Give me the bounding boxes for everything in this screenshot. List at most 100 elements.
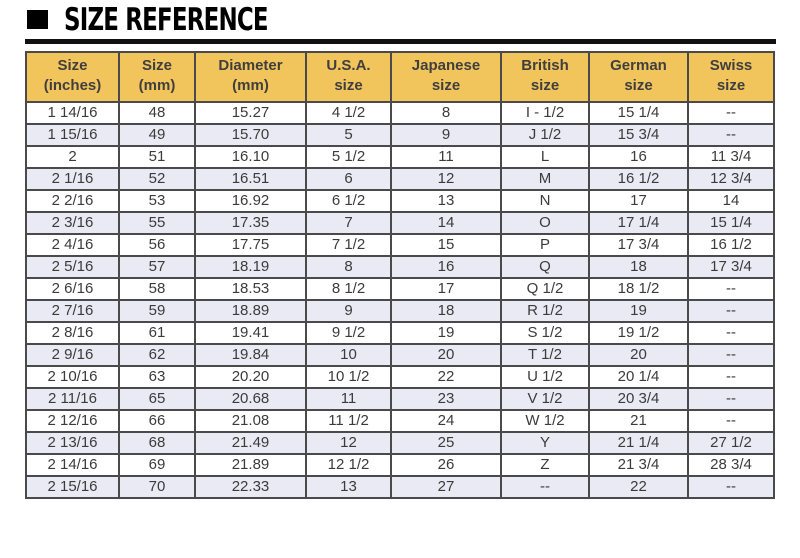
table-cell: 8 1/2 xyxy=(305,276,392,301)
table-cell: 8 xyxy=(305,254,392,279)
table-cell: 14 xyxy=(687,188,775,213)
table-cell: 16 xyxy=(390,254,502,279)
table-cell: -- xyxy=(687,298,775,323)
column-header-8: Swiss size xyxy=(687,51,775,103)
size-reference-page: SIZE REFERENCE Size (inches) Size (mm) Dia… xyxy=(25,1,776,499)
table-cell: 53 xyxy=(118,188,196,213)
table-cell: 20 xyxy=(588,342,689,367)
table-cell: 62 xyxy=(118,342,196,367)
table-cell: 4 1/2 xyxy=(305,100,392,125)
table-cell: 18.53 xyxy=(194,276,307,301)
table-cell: 2 13/16 xyxy=(25,430,120,455)
table-cell: 21.89 xyxy=(194,452,307,477)
table-row: 2 6/16 58 18.53 8 1/2 17 Q 1/2 18 1/2 -- xyxy=(25,276,775,301)
column-header-5: Japanese size xyxy=(390,51,502,103)
table-cell: T 1/2 xyxy=(500,342,590,367)
table-cell: 61 xyxy=(118,320,196,345)
table-cell: 18 1/2 xyxy=(588,276,689,301)
table-cell: 2 4/16 xyxy=(25,232,120,257)
table-cell: U 1/2 xyxy=(500,364,590,389)
table-cell: 10 1/2 xyxy=(305,364,392,389)
table-cell: 21 1/4 xyxy=(588,430,689,455)
table-cell: 2 15/16 xyxy=(25,474,120,499)
table-cell: 13 xyxy=(390,188,502,213)
table-cell: 5 xyxy=(305,122,392,147)
table-cell: 49 xyxy=(118,122,196,147)
table-row: 2 13/16 68 21.49 12 25 Y 21 1/4 27 1/2 xyxy=(25,430,775,455)
table-cell: 2 7/16 xyxy=(25,298,120,323)
table-cell: 56 xyxy=(118,232,196,257)
table-cell: 70 xyxy=(118,474,196,499)
table-cell: 8 xyxy=(390,100,502,125)
table-cell: 27 1/2 xyxy=(687,430,775,455)
page-title-text: SIZE REFERENCE xyxy=(64,1,269,38)
table-cell: 15.27 xyxy=(194,100,307,125)
table-cell: 15 1/4 xyxy=(588,100,689,125)
table-cell: 17 3/4 xyxy=(687,254,775,279)
table-cell: 69 xyxy=(118,452,196,477)
table-cell: 17.35 xyxy=(194,210,307,235)
table-cell: 19 xyxy=(390,320,502,345)
table-cell: Q 1/2 xyxy=(500,276,590,301)
table-cell: 11 3/4 xyxy=(687,144,775,169)
table-cell: O xyxy=(500,210,590,235)
table-cell: 65 xyxy=(118,386,196,411)
table-cell: 6 1/2 xyxy=(305,188,392,213)
table-cell: 12 xyxy=(305,430,392,455)
table-cell: 17.75 xyxy=(194,232,307,257)
table-cell: 59 xyxy=(118,298,196,323)
table-cell: 14 xyxy=(390,210,502,235)
table-cell: 1 14/16 xyxy=(25,100,120,125)
table-cell: L xyxy=(500,144,590,169)
table-cell: 16.92 xyxy=(194,188,307,213)
column-header-6: British size xyxy=(500,51,590,103)
table-cell: 2 11/16 xyxy=(25,386,120,411)
table-cell: R 1/2 xyxy=(500,298,590,323)
table-cell: 16.10 xyxy=(194,144,307,169)
table-cell: 2 12/16 xyxy=(25,408,120,433)
table-cell: 7 xyxy=(305,210,392,235)
column-header-3: Diameter (mm) xyxy=(194,51,307,103)
table-cell: 25 xyxy=(390,430,502,455)
table-row: 2 2/16 53 16.92 6 1/2 13 N 17 14 xyxy=(25,188,775,213)
table-cell: 17 3/4 xyxy=(588,232,689,257)
table-row: 2 1/16 52 16.51 6 12 M 16 1/2 12 3/4 xyxy=(25,166,775,191)
column-header-2: Size (mm) xyxy=(118,51,196,103)
table-cell: 12 3/4 xyxy=(687,166,775,191)
table-cell: 19 xyxy=(588,298,689,323)
table-cell: 22 xyxy=(588,474,689,499)
table-header: Size (inches) Size (mm) Diameter (mm) U.S.A… xyxy=(25,51,775,103)
table-cell: 22.33 xyxy=(194,474,307,499)
table-cell: -- xyxy=(687,122,775,147)
table-cell: 11 xyxy=(390,144,502,169)
table-cell: J 1/2 xyxy=(500,122,590,147)
column-header-7: German size xyxy=(588,51,689,103)
table-row: 2 9/16 62 19.84 10 20 T 1/2 20 -- xyxy=(25,342,775,367)
table-cell: Y xyxy=(500,430,590,455)
table-cell: P xyxy=(500,232,590,257)
table-row: 2 14/16 69 21.89 12 1/2 26 Z 21 3/4 28 3/4 xyxy=(25,452,775,477)
table-cell: 20.68 xyxy=(194,386,307,411)
table-cell: 15 3/4 xyxy=(588,122,689,147)
table-cell: M xyxy=(500,166,590,191)
size-reference-table: Size (inches) Size (mm) Diameter (mm) U.S.A… xyxy=(25,51,775,499)
table-cell: 68 xyxy=(118,430,196,455)
table-cell: Q xyxy=(500,254,590,279)
table-cell: 20 1/4 xyxy=(588,364,689,389)
table-row: 2 10/16 63 20.20 10 1/2 22 U 1/2 20 1/4 -- xyxy=(25,364,775,389)
table-cell: 9 xyxy=(305,298,392,323)
table-cell: 13 xyxy=(305,474,392,499)
table-cell: 28 3/4 xyxy=(687,452,775,477)
table-cell: 1 15/16 xyxy=(25,122,120,147)
table-cell: 17 xyxy=(390,276,502,301)
table-row: 2 12/16 66 21.08 11 1/2 24 W 1/2 21 -- xyxy=(25,408,775,433)
table-row: 2 15/16 70 22.33 13 27 -- 22 -- xyxy=(25,474,775,499)
table-cell: Z xyxy=(500,452,590,477)
table-cell: 16.51 xyxy=(194,166,307,191)
column-header-1: Size (inches) xyxy=(25,51,120,103)
table-cell: 16 1/2 xyxy=(687,232,775,257)
table-cell: 11 1/2 xyxy=(305,408,392,433)
table-cell: -- xyxy=(500,474,590,499)
table-cell: V 1/2 xyxy=(500,386,590,411)
table-cell: 2 6/16 xyxy=(25,276,120,301)
